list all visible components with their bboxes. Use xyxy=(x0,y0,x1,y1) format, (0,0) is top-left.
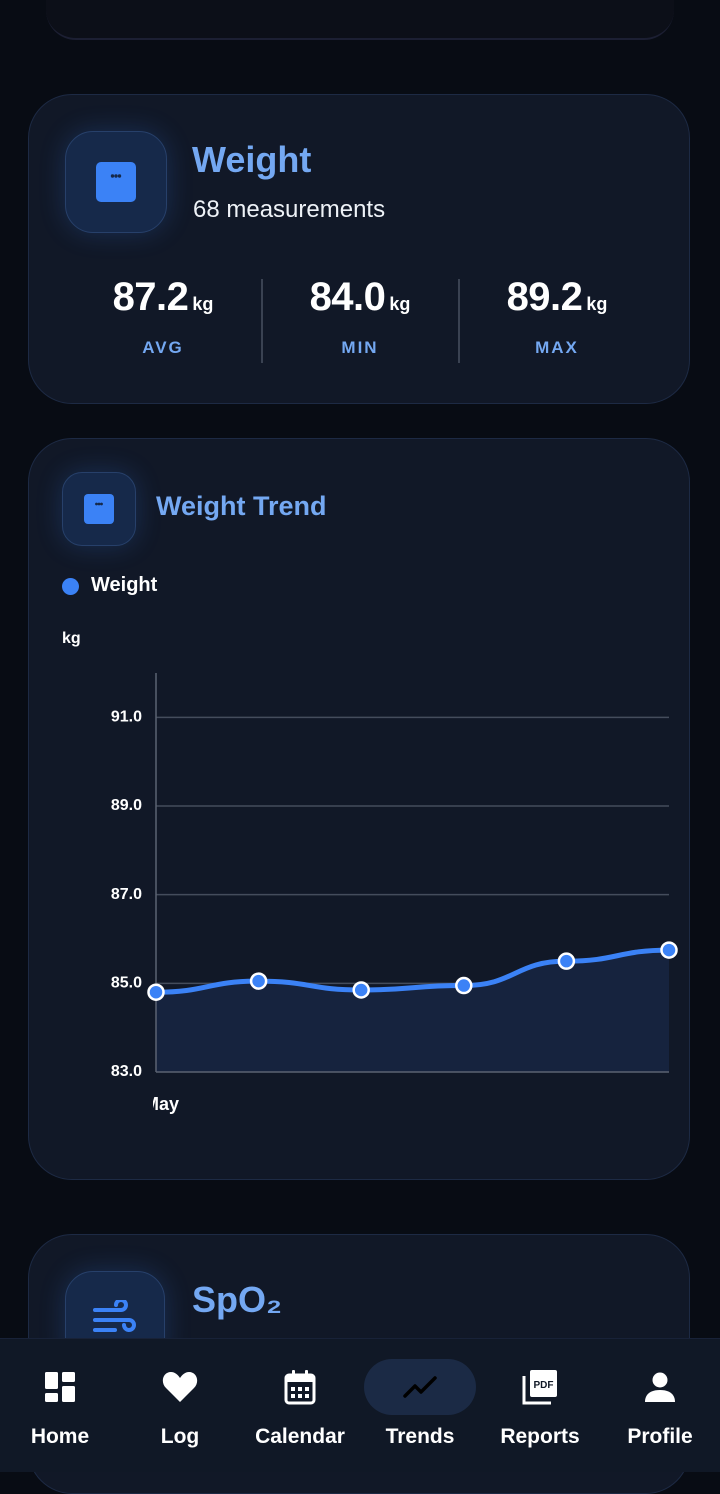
nav-label: Home xyxy=(30,1425,90,1448)
scale-icon xyxy=(96,162,136,202)
data-point xyxy=(660,941,678,959)
trend-title: Weight Trend xyxy=(156,491,327,521)
dashboard-icon xyxy=(45,1372,75,1402)
data-point xyxy=(455,976,473,995)
stat-unit: kg xyxy=(192,294,214,314)
stat-label: MIN xyxy=(341,338,379,357)
active-indicator xyxy=(364,1359,476,1415)
nav-item-log[interactable]: Log xyxy=(120,1339,240,1472)
nav-item-reports[interactable]: PDF Reports xyxy=(480,1339,600,1472)
data-point xyxy=(557,952,576,970)
nav-item-profile[interactable]: Profile xyxy=(600,1339,720,1472)
weight-scale-icon-tile xyxy=(65,131,167,233)
y-tick-label: 85.0 xyxy=(111,975,142,992)
heart-icon xyxy=(162,1372,198,1402)
air-wind-icon xyxy=(93,1300,136,1332)
nav-label: Trends xyxy=(385,1425,455,1448)
svg-text:PDF: PDF xyxy=(534,1380,554,1391)
data-point xyxy=(249,972,268,990)
weight-summary-card[interactable]: Weight 68 measurements 87.2 kg AVG 84.0 kg… xyxy=(28,94,690,404)
nav-label: Profile xyxy=(627,1425,693,1448)
stat-avg: 87.2 kg AVG xyxy=(65,275,261,358)
stat-max: 89.2 kg MAX xyxy=(459,275,655,358)
stat-value: 89.2 xyxy=(506,275,583,319)
y-tick-label: 83.0 xyxy=(111,1063,142,1080)
measurement-count: 68 measurements xyxy=(193,196,386,223)
summary-title: Weight xyxy=(192,139,312,180)
stat-label: AVG xyxy=(142,338,184,357)
stat-divider xyxy=(261,279,263,363)
trend-icon-tile xyxy=(62,472,136,546)
y-axis-unit: kg xyxy=(62,630,81,647)
scale-icon xyxy=(84,494,114,524)
legend-swatch xyxy=(62,578,79,595)
x-tick-label: May xyxy=(144,1094,179,1114)
stat-unit: kg xyxy=(586,294,608,314)
nav-item-trends[interactable]: Trends xyxy=(360,1339,480,1472)
spo2-title: SpO₂ xyxy=(192,1279,282,1320)
data-point xyxy=(147,983,165,1001)
stat-value: 87.2 xyxy=(112,275,189,319)
nav-label: Reports xyxy=(500,1425,580,1448)
legend-label: Weight xyxy=(91,574,158,596)
y-tick-label: 89.0 xyxy=(111,797,142,814)
stat-label: MAX xyxy=(535,338,579,357)
weight-series-line xyxy=(153,947,672,995)
nav-label: Calendar xyxy=(255,1425,345,1448)
stat-min: 84.0 kg MIN xyxy=(262,275,458,358)
stat-value: 84.0 xyxy=(309,275,386,319)
y-tick-label: 87.0 xyxy=(111,886,142,903)
nav-item-home[interactable]: Home xyxy=(0,1339,120,1472)
calendar-icon xyxy=(284,1370,316,1405)
pdf-icon: PDF xyxy=(522,1370,557,1405)
y-tick-label: 91.0 xyxy=(111,709,142,726)
data-point xyxy=(352,981,370,999)
bottom-navigation: Home Log Calendar Trends xyxy=(0,1338,720,1472)
weight-trend-card: Weight Trend Weight kg 91.0 89.0 87.0 85.0 8… xyxy=(28,438,690,1180)
stat-unit: kg xyxy=(389,294,411,314)
nav-label: Log xyxy=(160,1425,200,1448)
weight-area-fill xyxy=(156,950,669,1072)
person-icon xyxy=(645,1372,675,1402)
stat-divider xyxy=(458,279,460,363)
nav-item-calendar[interactable]: Calendar xyxy=(240,1339,360,1472)
trend-line-icon xyxy=(403,1376,437,1398)
previous-card-edge xyxy=(46,0,674,40)
